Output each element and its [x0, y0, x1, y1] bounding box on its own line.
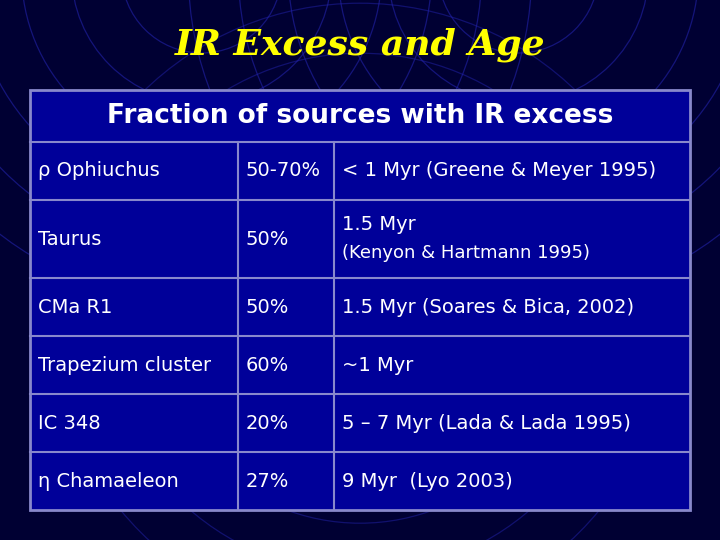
- Text: 60%: 60%: [246, 356, 289, 375]
- Text: 50%: 50%: [246, 230, 289, 248]
- Text: ρ Ophiuchus: ρ Ophiuchus: [38, 161, 160, 180]
- Text: CMa R1: CMa R1: [38, 298, 112, 316]
- Text: 20%: 20%: [246, 414, 289, 433]
- Text: 50%: 50%: [246, 298, 289, 316]
- Text: 50-70%: 50-70%: [246, 161, 321, 180]
- Text: 1.5 Myr: 1.5 Myr: [341, 215, 415, 234]
- Text: η Chamaeleon: η Chamaeleon: [38, 471, 179, 490]
- Text: 27%: 27%: [246, 471, 289, 490]
- Text: 5 – 7 Myr (Lada & Lada 1995): 5 – 7 Myr (Lada & Lada 1995): [341, 414, 631, 433]
- Text: IR Excess and Age: IR Excess and Age: [175, 28, 545, 62]
- Text: ~1 Myr: ~1 Myr: [341, 356, 413, 375]
- Text: Fraction of sources with IR excess: Fraction of sources with IR excess: [107, 103, 613, 129]
- Text: IC 348: IC 348: [38, 414, 101, 433]
- Text: 1.5 Myr (Soares & Bica, 2002): 1.5 Myr (Soares & Bica, 2002): [341, 298, 634, 316]
- Text: Taurus: Taurus: [38, 230, 102, 248]
- Text: (Kenyon & Hartmann 1995): (Kenyon & Hartmann 1995): [341, 244, 590, 262]
- Text: < 1 Myr (Greene & Meyer 1995): < 1 Myr (Greene & Meyer 1995): [341, 161, 656, 180]
- Text: 9 Myr  (Lyo 2003): 9 Myr (Lyo 2003): [341, 471, 513, 490]
- Text: Trapezium cluster: Trapezium cluster: [38, 356, 211, 375]
- Bar: [30, 90, 690, 510]
